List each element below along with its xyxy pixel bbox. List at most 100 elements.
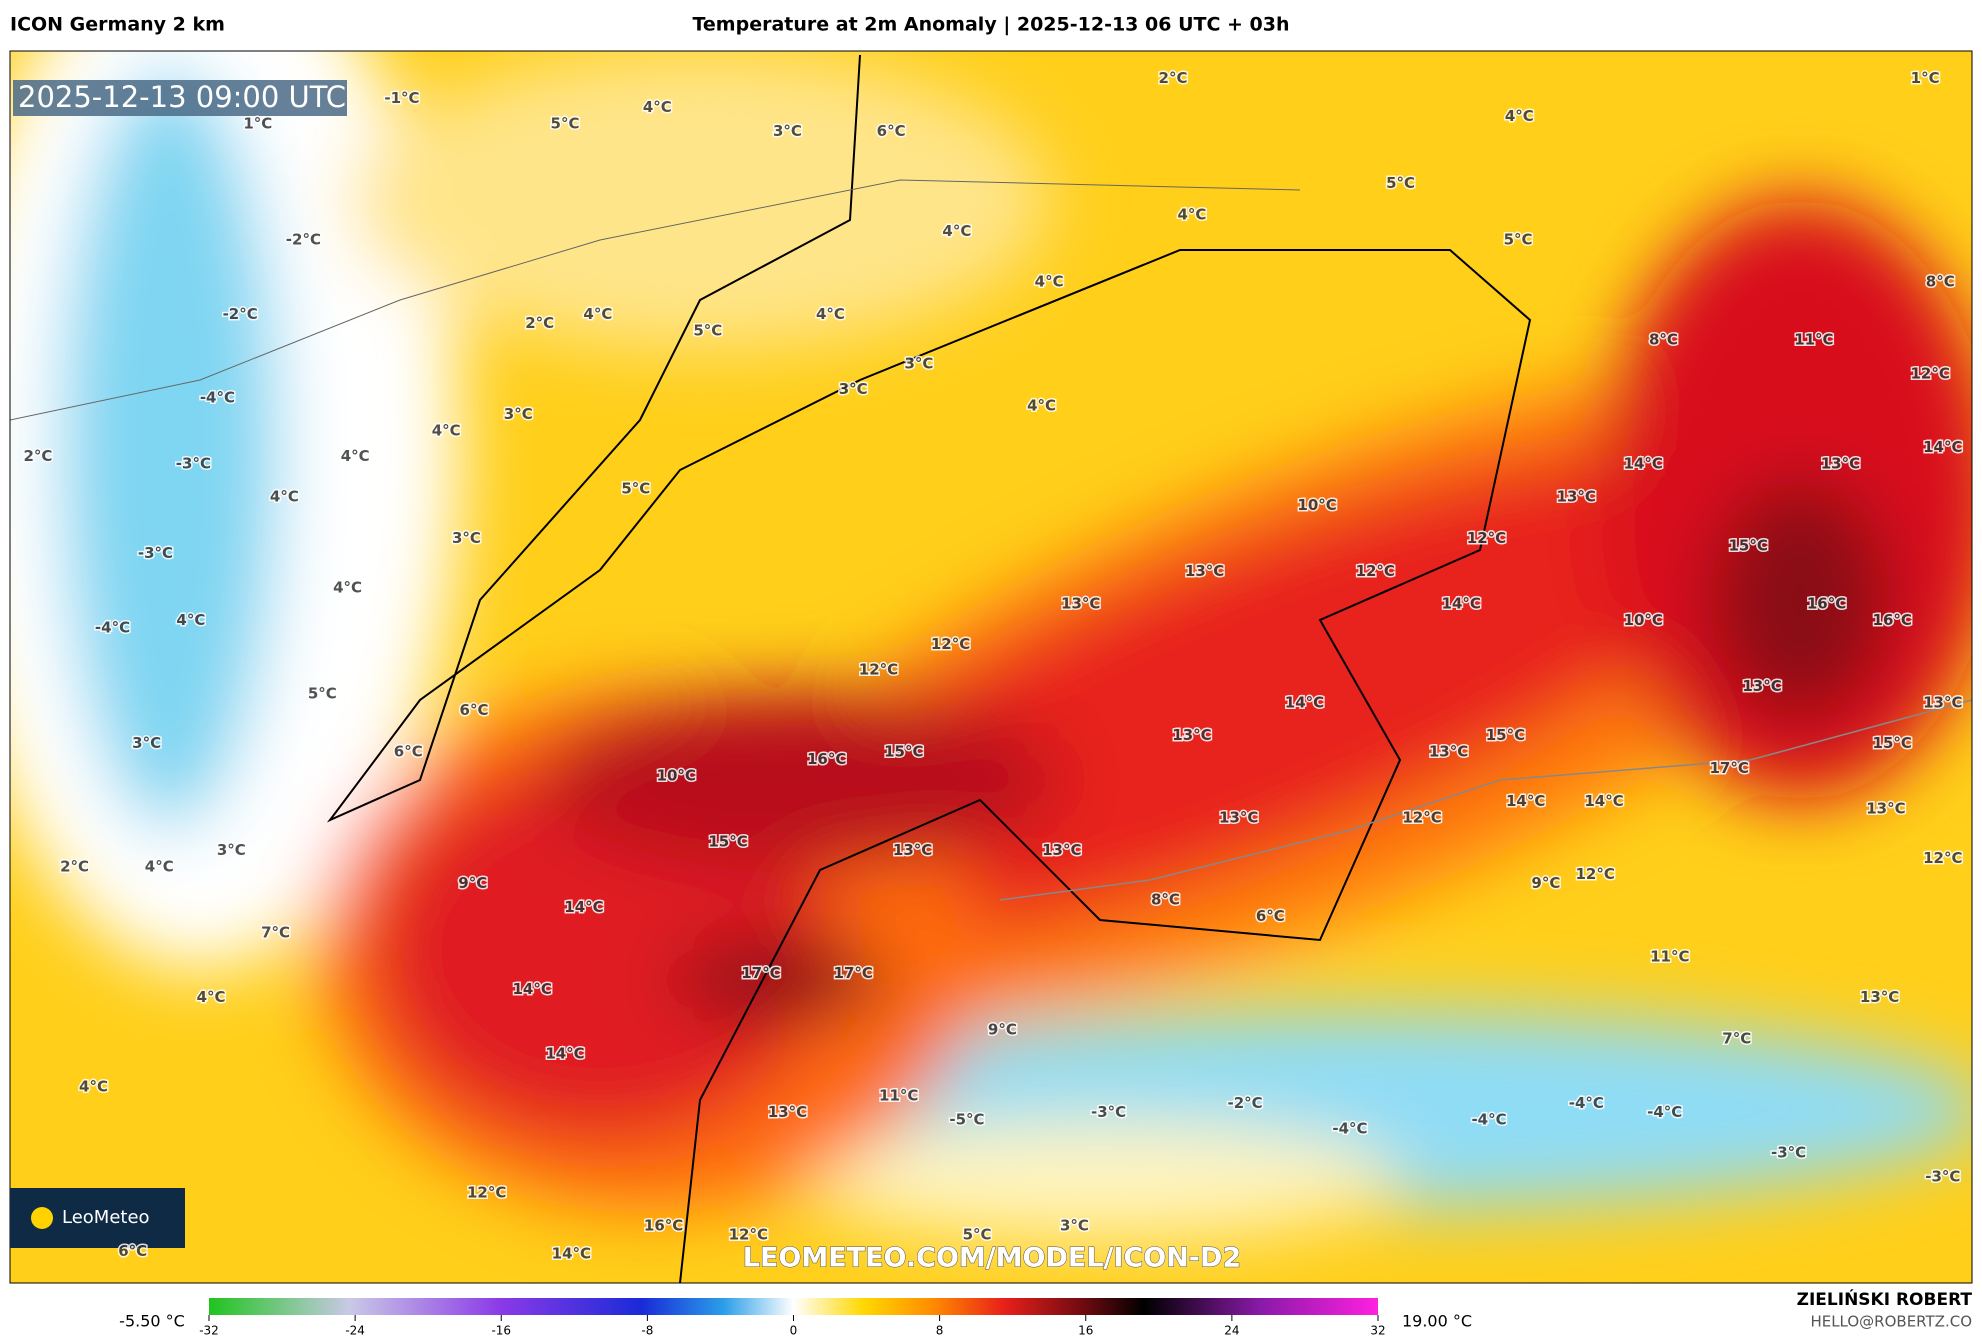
temperature-label: 5°C	[693, 322, 722, 340]
temperature-label: 13°C	[1185, 562, 1224, 580]
model-name: ICON Germany 2 km	[10, 14, 225, 36]
temperature-label: 14°C	[512, 980, 551, 998]
temperature-label: 13°C	[1042, 841, 1081, 859]
temperature-label: 9°C	[988, 1021, 1017, 1039]
temperature-label: 13°C	[1219, 808, 1258, 826]
temperature-label: 13°C	[1923, 693, 1962, 711]
colorbar-tick-label: -8	[641, 1324, 653, 1338]
temperature-label: 4°C	[1035, 272, 1064, 290]
temperature-label: -4°C	[1647, 1103, 1682, 1121]
temperature-label: 4°C	[197, 988, 226, 1006]
temperature-label: 15°C	[708, 832, 747, 850]
colorbar-tick-label: -24	[345, 1324, 365, 1338]
temperature-label: 6°C	[1256, 907, 1285, 925]
temperature-label: 2°C	[23, 447, 52, 465]
temperature-label: 6°C	[394, 743, 423, 761]
colorbar-max: 19.00 °C	[1402, 1312, 1472, 1331]
temperature-label: 17°C	[834, 964, 873, 982]
temperature-label: 17°C	[1709, 759, 1748, 777]
temperature-label: 3°C	[839, 380, 868, 398]
logo: LeoMeteo	[62, 1207, 150, 1228]
temperature-label: 14°C	[1285, 693, 1324, 711]
temperature-label: 3°C	[132, 734, 161, 752]
credit-email: HELLO@ROBERTZ.CO	[1810, 1313, 1972, 1331]
temperature-label: 4°C	[176, 611, 205, 629]
temperature-label: -4°C	[1569, 1094, 1604, 1112]
temperature-label: -1°C	[384, 89, 419, 107]
temperature-label: -4°C	[1471, 1110, 1506, 1128]
temperature-label: 4°C	[1027, 396, 1056, 414]
temperature-label: 14°C	[1624, 454, 1663, 472]
temperature-label: 8°C	[1926, 272, 1955, 290]
temperature-label: 4°C	[79, 1078, 108, 1096]
temperature-label: 4°C	[270, 487, 299, 505]
temperature-label: 14°C	[1923, 438, 1962, 456]
temperature-label: 8°C	[1649, 331, 1678, 349]
colorbar	[209, 1298, 1378, 1315]
temperature-label: 2°C	[1159, 69, 1188, 87]
temperature-label: 4°C	[583, 305, 612, 323]
temperature-label: 3°C	[773, 122, 802, 140]
temperature-label: 13°C	[1061, 595, 1100, 613]
temperature-label: 4°C	[333, 578, 362, 596]
temperature-label: 14°C	[1442, 595, 1481, 613]
temperature-label: 4°C	[643, 98, 672, 116]
temperature-label: 4°C	[1505, 107, 1534, 125]
colorbar-tick-label: 32	[1370, 1324, 1385, 1338]
temperature-label: 7°C	[1722, 1030, 1751, 1048]
temperature-label: 12°C	[931, 635, 970, 653]
temperature-label: 3°C	[504, 405, 533, 423]
colorbar-tick-label: 24	[1224, 1324, 1239, 1338]
temperature-label: 10°C	[1624, 611, 1663, 629]
temperature-label: 1°C	[243, 114, 272, 132]
temperature-label: -4°C	[200, 389, 235, 407]
temperature-label: -3°C	[138, 544, 173, 562]
temperature-label: 16°C	[1807, 595, 1846, 613]
temperature-label: 2°C	[525, 314, 554, 332]
temperature-label: 12°C	[859, 660, 898, 678]
temperature-label: 4°C	[145, 858, 174, 876]
temperature-label: 7°C	[261, 923, 290, 941]
temperature-label: -3°C	[1925, 1167, 1960, 1185]
temperature-label: 16°C	[1873, 611, 1912, 629]
map-title: Temperature at 2m Anomaly | 2025-12-13 0…	[692, 14, 1289, 36]
temperature-label: 14°C	[1506, 792, 1545, 810]
temperature-label: 12°C	[729, 1225, 768, 1243]
map-field	[10, 51, 1972, 1283]
temperature-label: 10°C	[657, 767, 696, 785]
temperature-label: 2°C	[60, 858, 89, 876]
temperature-label: 9°C	[1531, 874, 1560, 892]
temperature-label: 5°C	[1386, 174, 1415, 192]
temperature-label: 3°C	[452, 529, 481, 547]
temperature-label: 5°C	[963, 1225, 992, 1243]
temperature-label: 4°C	[942, 222, 971, 240]
timestamp: 2025-12-13 09:00 UTC	[18, 80, 346, 114]
temperature-label: 9°C	[458, 874, 487, 892]
temperature-label: 13°C	[1557, 487, 1596, 505]
watermark: LEOMETEO.COM/MODEL/ICON-D2	[743, 1243, 1241, 1274]
temperature-label: 4°C	[432, 422, 461, 440]
colorbar-tick-label: -16	[491, 1324, 511, 1338]
temperature-label: 11°C	[879, 1086, 918, 1104]
temperature-label: 14°C	[552, 1244, 591, 1262]
temperature-label: -4°C	[95, 619, 130, 637]
temperature-label: 16°C	[644, 1217, 683, 1235]
temperature-label: 12°C	[1910, 365, 1949, 383]
temperature-label: 15°C	[1728, 537, 1767, 555]
temperature-label: 15°C	[1873, 734, 1912, 752]
temperature-label: -5°C	[949, 1110, 984, 1128]
temperature-label: 15°C	[884, 743, 923, 761]
temperature-label: 13°C	[768, 1103, 807, 1121]
temperature-label: 3°C	[904, 355, 933, 373]
temperature-label: 5°C	[1504, 231, 1533, 249]
colorbar-tick-label: 8	[936, 1324, 944, 1338]
colorbar-tick-label: 0	[790, 1324, 798, 1338]
temperature-label: 13°C	[1742, 677, 1781, 695]
temperature-label: 13°C	[1866, 799, 1905, 817]
temperature-label: 13°C	[1821, 454, 1860, 472]
temperature-label: 4°C	[1178, 205, 1207, 223]
temperature-label: -2°C	[1227, 1094, 1262, 1112]
temperature-label: 6°C	[460, 701, 489, 719]
